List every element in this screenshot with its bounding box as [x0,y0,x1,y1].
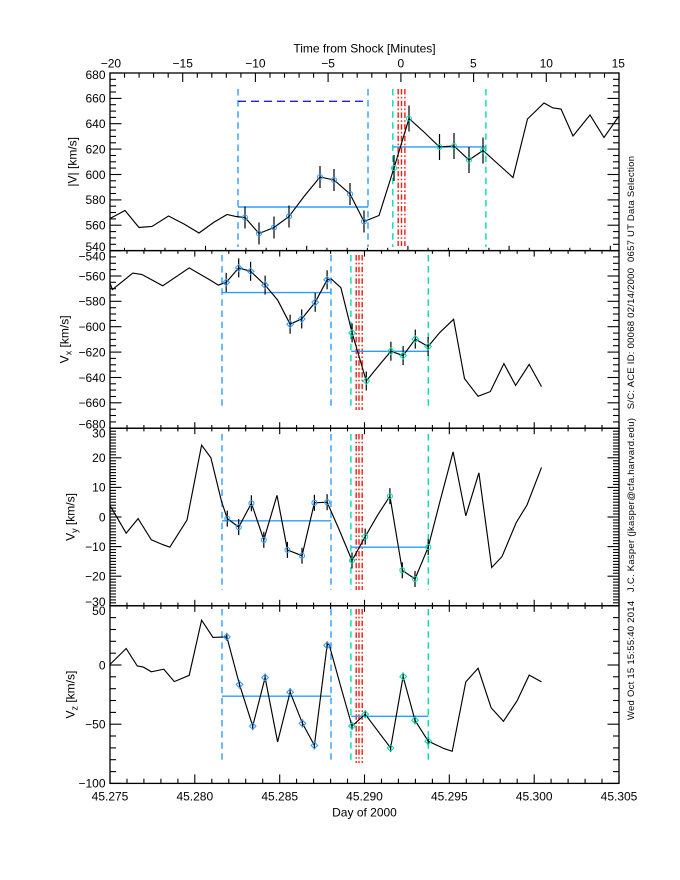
svg-text:−600: −600 [78,320,105,334]
svg-text:Time from Shock [Minutes]: Time from Shock [Minutes] [293,42,435,56]
svg-text:50: 50 [92,604,106,618]
svg-text:−50: −50 [85,718,106,732]
svg-text:−580: −580 [78,295,105,309]
svg-text:45.305: 45.305 [601,790,638,804]
svg-text:45.280: 45.280 [176,790,213,804]
svg-text:45.290: 45.290 [346,790,383,804]
svg-text:Day of 2000: Day of 2000 [332,806,397,820]
svg-text:45.300: 45.300 [516,790,553,804]
svg-text:10: 10 [92,481,106,495]
svg-text:0: 0 [99,658,106,672]
svg-text:−20: −20 [101,56,122,70]
svg-text:560: 560 [85,219,105,233]
svg-text:660: 660 [85,92,105,106]
svg-text:−100: −100 [78,776,105,790]
svg-text:540: 540 [85,240,105,254]
svg-text:580: 580 [85,193,105,207]
svg-text:−10: −10 [245,56,266,70]
svg-text:Wed Oct 15 15:55:40 2014 J.C: Wed Oct 15 15:55:40 2014 J.C. Kasper (jk… [626,156,637,720]
svg-text:−10: −10 [85,540,106,554]
svg-text:−560: −560 [78,269,105,283]
svg-text:|V| [km/s]: |V| [km/s] [66,137,80,187]
svg-text:0: 0 [398,56,405,70]
svg-text:−20: −20 [85,570,106,584]
svg-text:640: 640 [85,117,105,131]
svg-text:−30: −30 [85,595,106,609]
svg-text:0: 0 [99,510,106,524]
svg-text:600: 600 [85,168,105,182]
svg-text:−680: −680 [78,417,105,431]
svg-text:620: 620 [85,142,105,156]
svg-text:−660: −660 [78,396,105,410]
svg-text:5: 5 [470,56,477,70]
svg-text:Vz [km/s]: Vz [km/s] [64,671,80,719]
svg-text:−5: −5 [321,56,335,70]
svg-text:Vx [km/s]: Vx [km/s] [58,315,74,363]
svg-text:30: 30 [92,426,106,440]
svg-text:20: 20 [92,451,106,465]
svg-text:45.295: 45.295 [431,790,468,804]
svg-text:45.285: 45.285 [261,790,298,804]
svg-text:15: 15 [612,56,626,70]
svg-text:45.275: 45.275 [92,790,129,804]
svg-text:680: 680 [85,68,105,82]
svg-text:−540: −540 [78,249,105,263]
svg-text:−15: −15 [173,56,194,70]
svg-text:−620: −620 [78,345,105,359]
svg-text:Vy [km/s]: Vy [km/s] [64,493,80,541]
svg-text:−640: −640 [78,371,105,385]
svg-text:10: 10 [540,56,554,70]
